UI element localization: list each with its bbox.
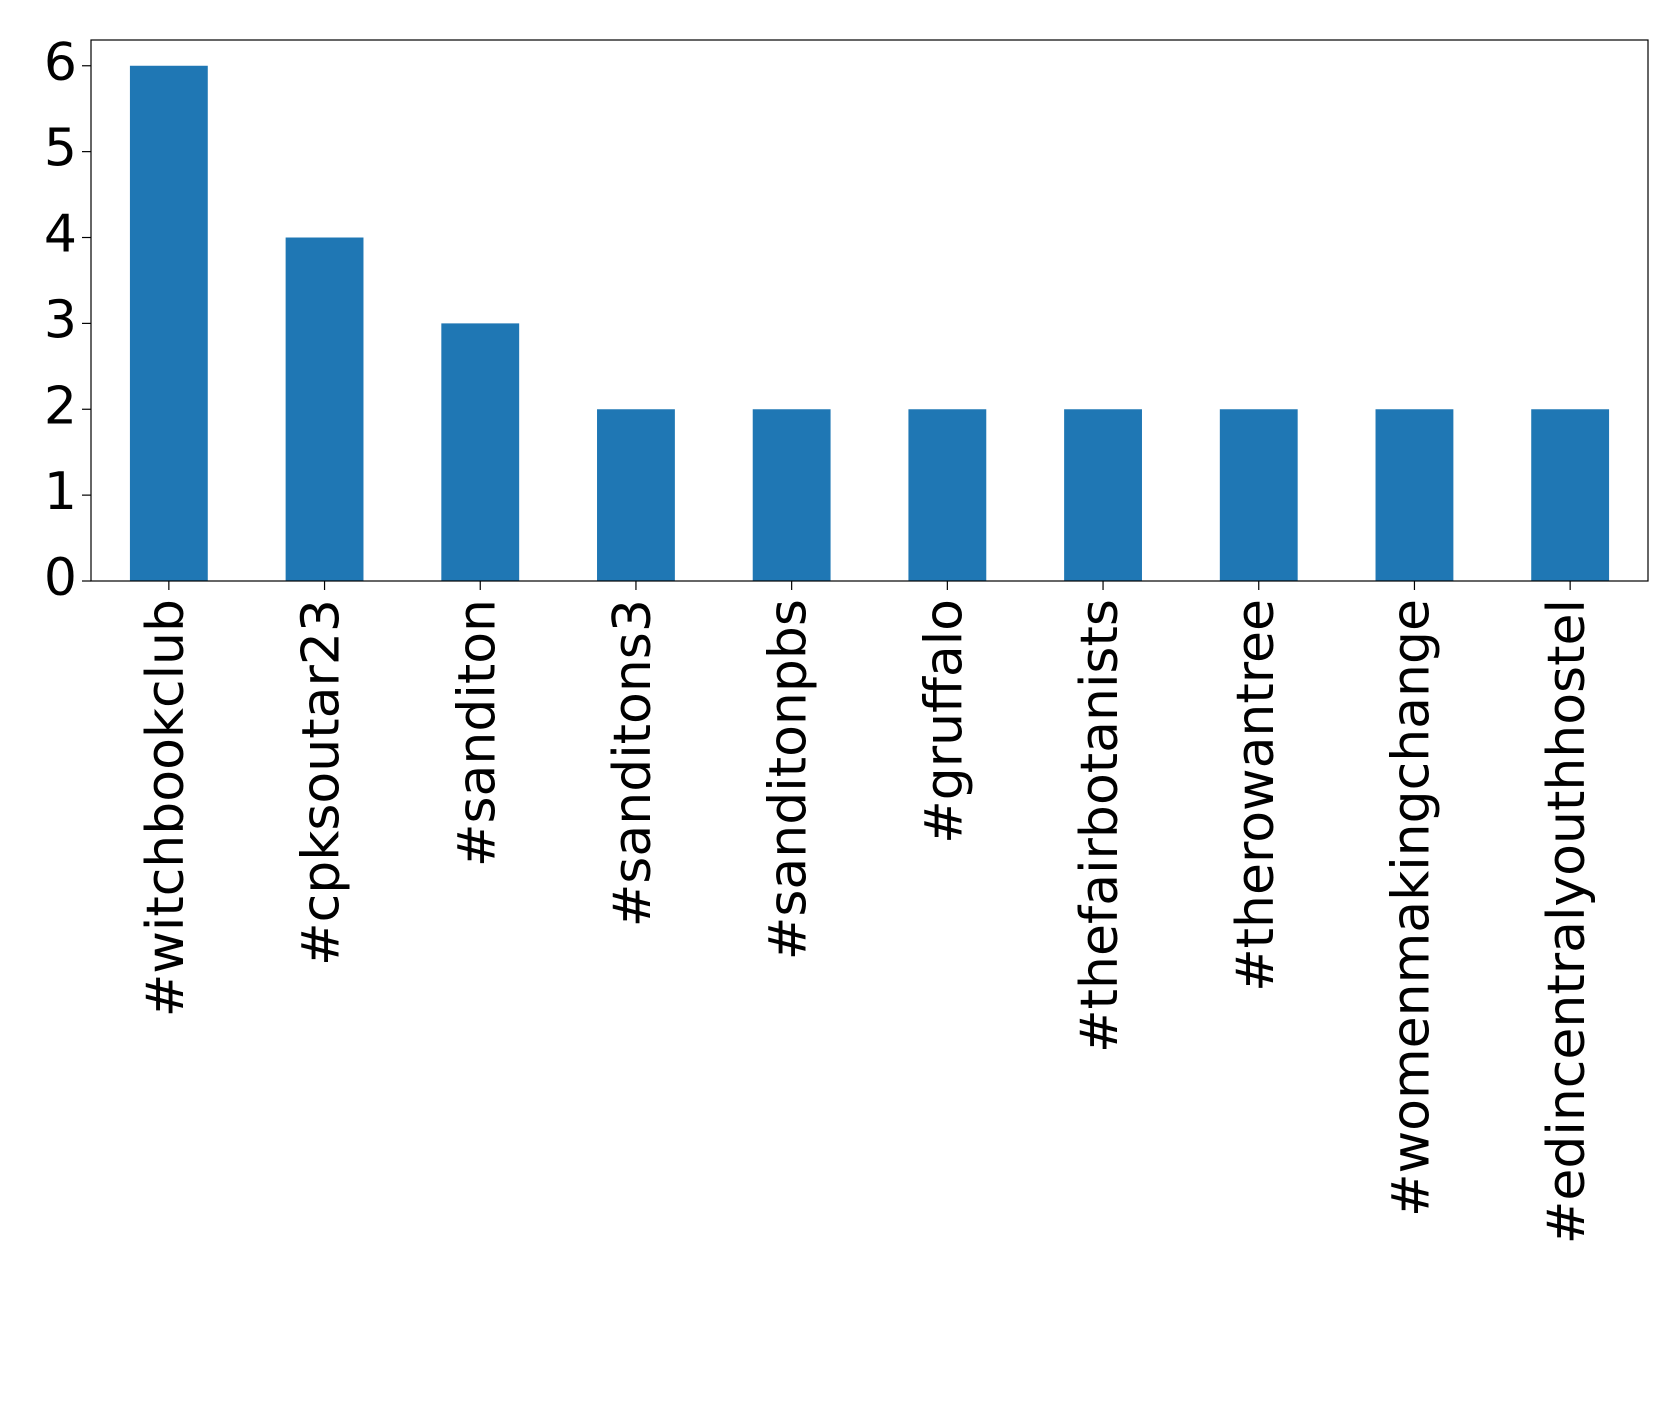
y-tick-label: 0: [44, 548, 77, 608]
x-tick-label: #sanditons3: [603, 599, 663, 927]
x-tick-label: #womenmakingchange: [1381, 599, 1441, 1217]
plot-frame: [90, 39, 1649, 582]
x-tick-label: #gruffalo: [914, 599, 974, 844]
bar: [752, 409, 831, 581]
bar: [129, 65, 208, 581]
y-tick-label: 4: [44, 205, 77, 265]
bar: [1064, 409, 1142, 581]
y-tick-label: 2: [44, 376, 77, 436]
y-tick-label: 1: [44, 462, 77, 522]
x-tick-label: #thefairbotanists: [1070, 599, 1130, 1053]
x-tick-label: #cpksoutar23: [292, 599, 352, 966]
bar: [1531, 409, 1610, 581]
y-tick-label: 5: [44, 119, 77, 179]
y-tick-label: 3: [44, 290, 77, 350]
bar: [597, 409, 675, 581]
x-tick-label: #edincentralyouthhostel: [1537, 599, 1597, 1244]
x-tick-label: #sanditon: [447, 599, 507, 867]
x-tick-label: #therowantree: [1226, 599, 1286, 992]
x-tick-label: #sanditonpbs: [759, 599, 819, 960]
bar: [908, 409, 987, 581]
bar: [441, 323, 520, 581]
x-tick-label: #witchbookclub: [136, 599, 196, 1017]
bar: [1375, 409, 1454, 581]
bar: [285, 237, 364, 581]
y-tick-label: 6: [44, 33, 77, 93]
bar: [1219, 409, 1298, 581]
